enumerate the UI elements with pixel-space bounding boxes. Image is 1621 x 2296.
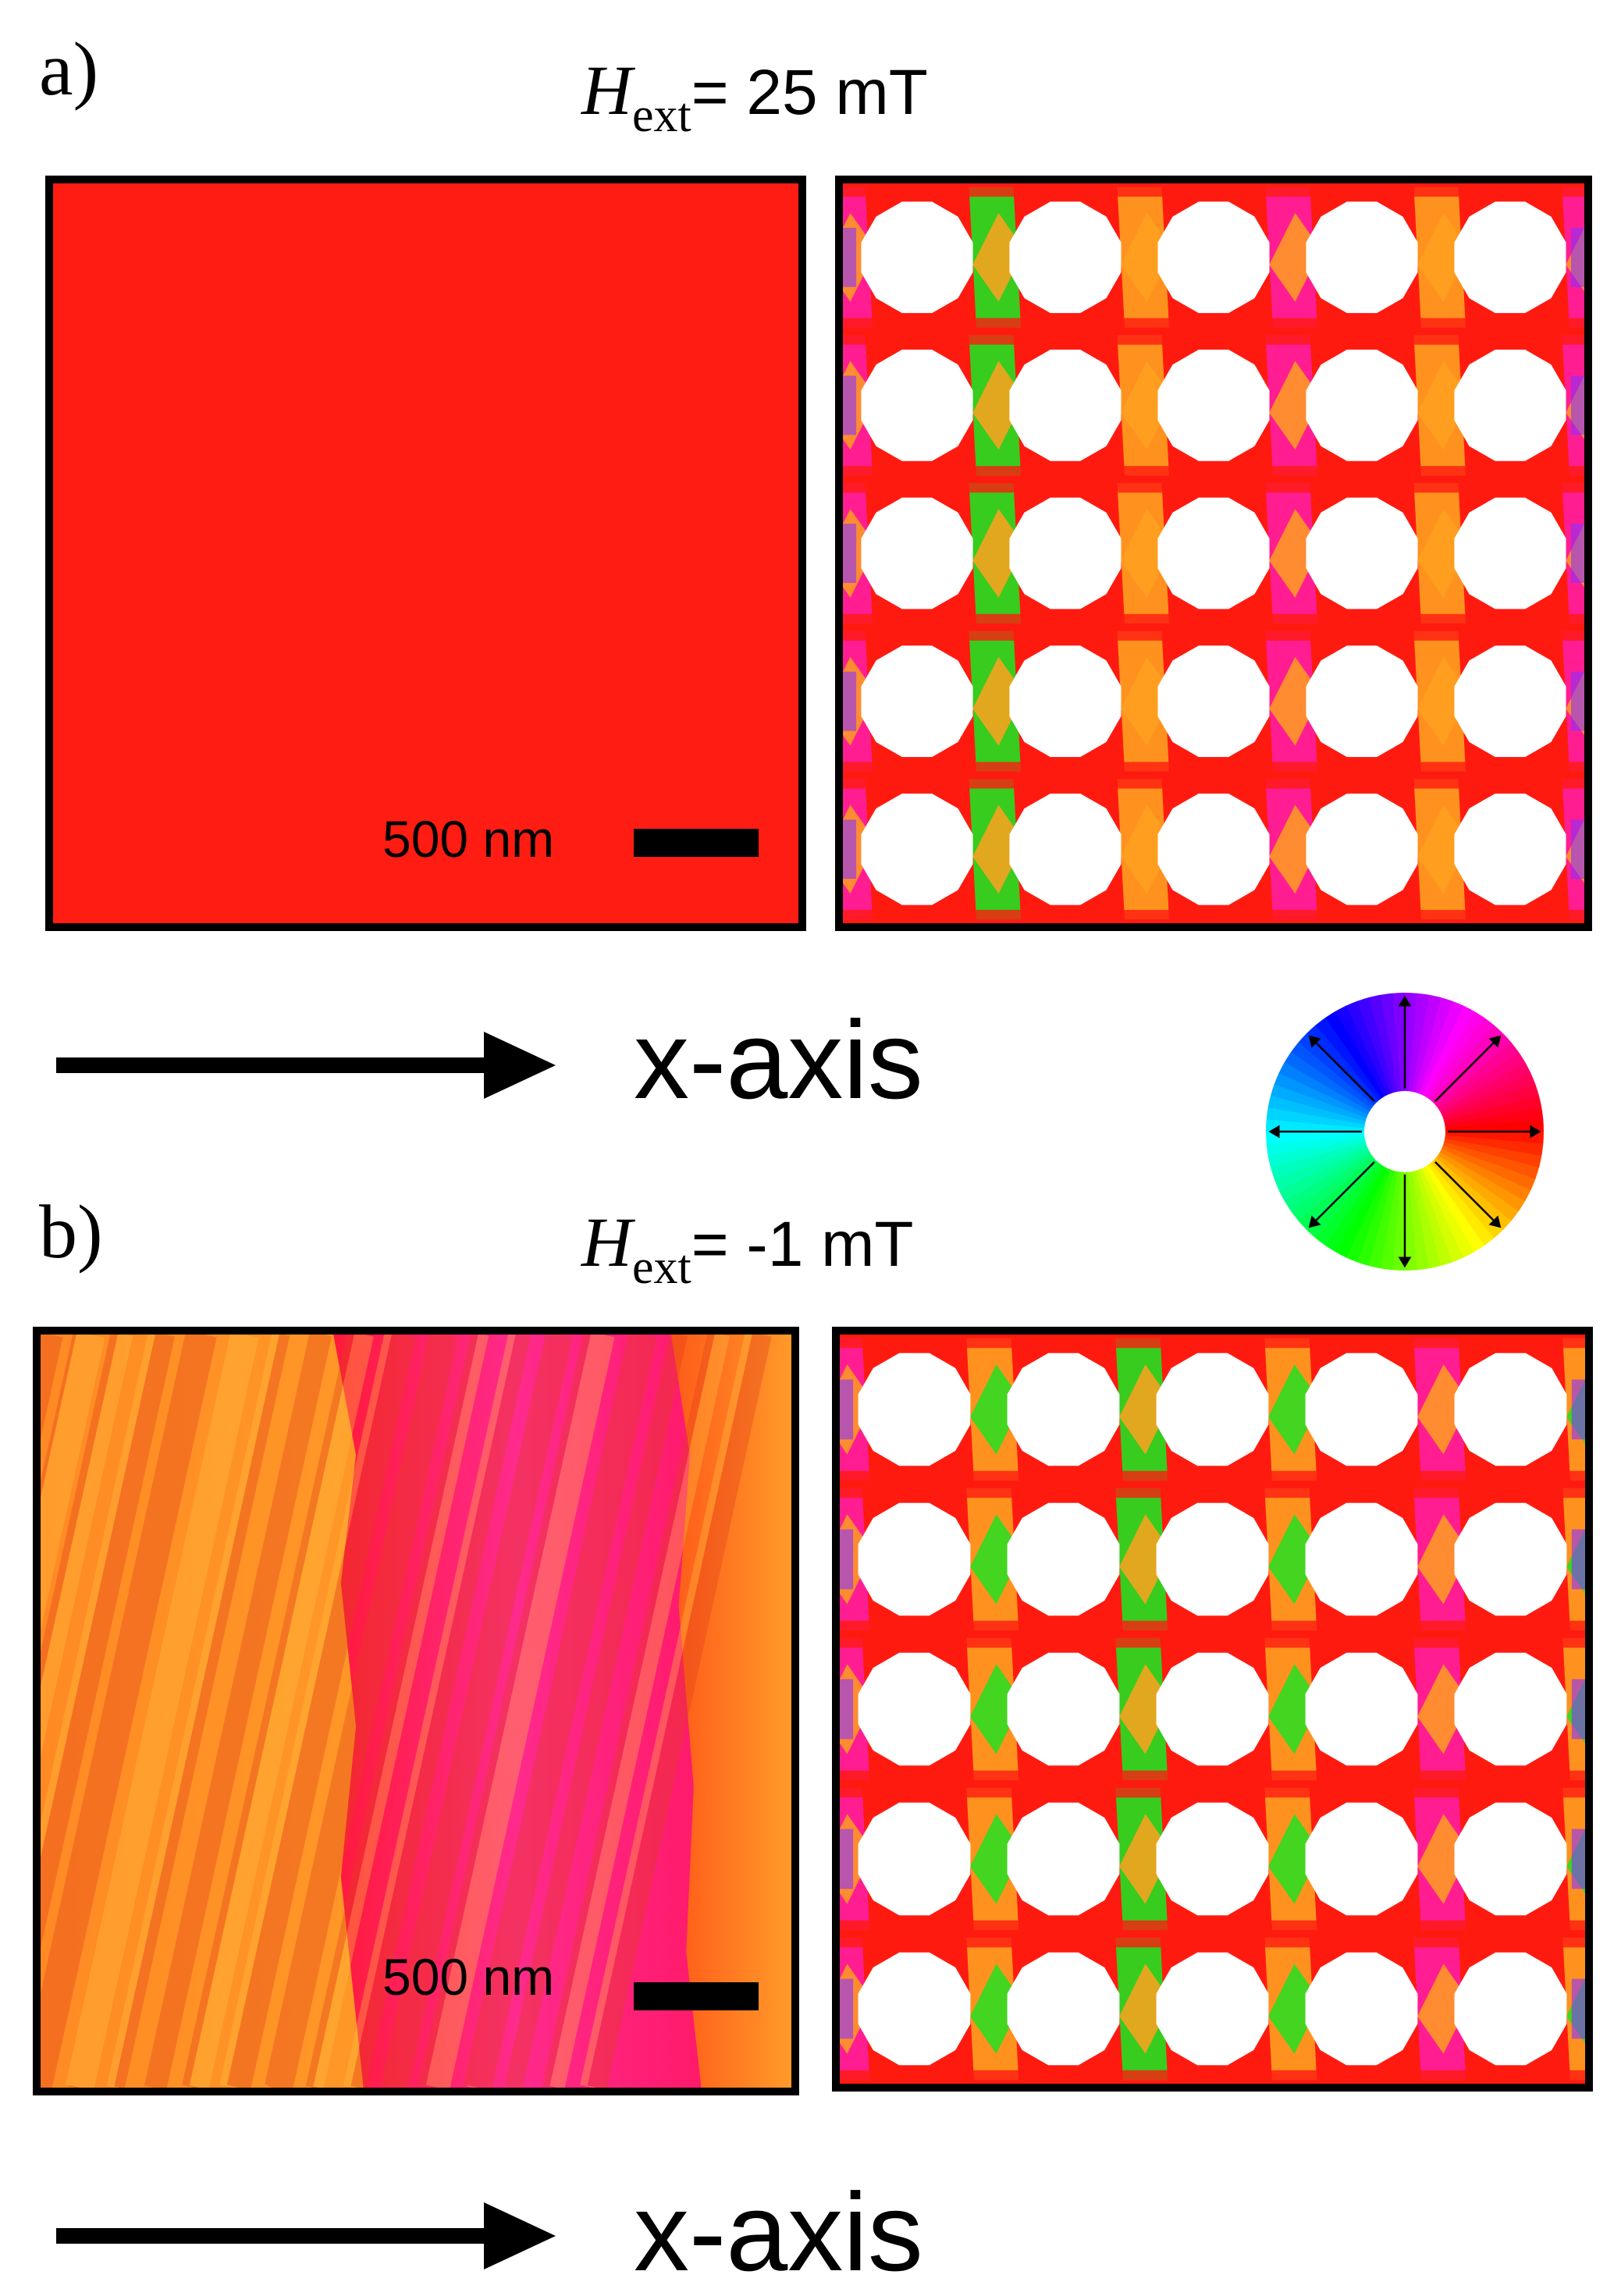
panel-b-field-label: Hext= -1 mT [581,1208,914,1292]
arrow-right-icon [56,1032,556,1099]
panel-a-simulated-map [835,176,1592,931]
panel-a-x-axis-label: x-axis [634,998,923,1122]
field-value: = 25 mT [691,57,928,128]
field-symbol: H [581,52,632,130]
panel-b-simulated-map [832,1327,1593,2092]
color-wheel [1260,987,1549,1276]
color-wheel-icon [1266,993,1544,1271]
panel-a-field-label: Hext= 25 mT [581,56,928,140]
panel-a-scale-bar [634,829,759,857]
field-subscript: ext [632,1241,691,1294]
panel-b-experimental-map [33,1327,799,2095]
panel-a-label: a) [39,27,99,112]
panel-b-label: b) [39,1190,103,1274]
uniform-magnetization-image [53,183,798,923]
panel-b-scale-label: 500 nm [382,1948,555,2006]
panel-a-x-axis-arrow [56,1022,556,1108]
panel-b-x-axis-label: x-axis [634,2170,923,2294]
panel-a-experimental-map [45,176,806,931]
field-value: = -1 mT [691,1209,914,1280]
simulated-antidot-lattice [843,183,1584,923]
field-symbol: H [581,1204,632,1281]
panel-b-scale-bar [634,1982,759,2010]
domain-magnetization-image [41,1335,791,2088]
arrow-right-icon [56,2202,556,2269]
panel-b-x-axis-arrow [56,2193,556,2279]
field-subscript: ext [632,89,691,142]
panel-a-scale-label: 500 nm [382,810,555,868]
simulated-antidot-lattice [840,1335,1585,2084]
